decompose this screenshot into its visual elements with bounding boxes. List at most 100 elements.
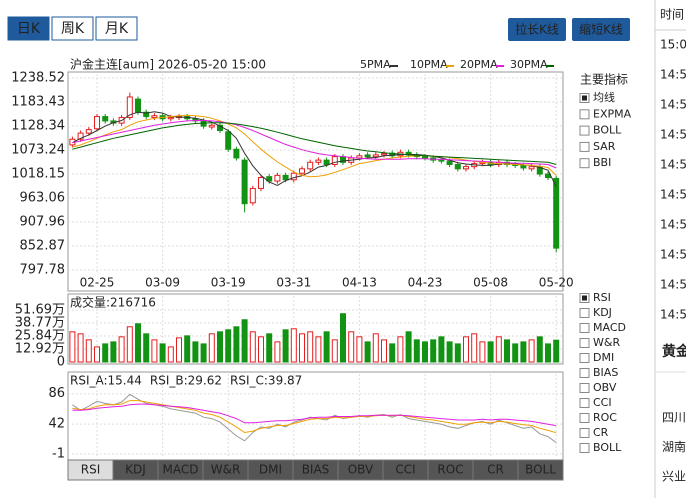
side-time: 14:5 [660,98,686,112]
zoom-button[interactable] [572,18,630,41]
checkbox[interactable] [579,141,590,152]
volume-bar [405,331,412,363]
y-tick-label: 1128.34 [11,118,65,133]
checkbox[interactable] [579,428,590,438]
volume-bar [348,331,355,363]
checkbox[interactable] [579,308,590,318]
candle-body [135,98,141,113]
side-row: 四川 [662,411,686,425]
y-tick-label: 852.87 [20,239,66,254]
volume-bar [249,331,256,363]
volume-bar [225,329,232,363]
x-tick-label: 03-31 [276,276,311,290]
legend-label: 20PMA [460,58,498,71]
side-row: 兴业 [662,470,686,484]
volume-title: 成交量:216716 [70,295,156,310]
volume-bar [504,339,510,363]
y-tick-label: 0 [57,355,65,370]
zoom-button-label: 缩短K线 [579,22,623,37]
volume-bar [110,341,117,363]
legend-label: RSI_A:15.44 [70,374,142,388]
volume-bar [487,341,494,363]
indicator-label: SAR [593,140,616,153]
y-tick-label: 797.78 [20,263,66,278]
indicator-heading: 主要指标 [580,72,628,87]
candle-body [249,187,256,204]
checkbox[interactable] [579,383,590,393]
y-tick-label: 86 [48,386,65,401]
period-tab[interactable] [95,16,138,41]
volume-bar [135,323,141,363]
y-tick-label: 1018.15 [11,167,65,182]
period-tab[interactable] [7,16,50,41]
volume-bar [118,336,125,363]
price-panel [67,71,564,292]
volume-bar [463,336,469,363]
price-title: 沪金主连[aum] 2026-05-20 15:00 [70,57,266,72]
period-tab-label: 周K [61,21,85,37]
checkbox[interactable] [579,125,590,136]
y-tick-label: 12.92万 [15,342,65,357]
candle-body [225,131,232,150]
candle-body [422,156,428,159]
x-tick-label: 04-13 [342,276,377,290]
checkbox[interactable] [579,443,590,453]
checkbox[interactable] [579,109,590,120]
candle-body [102,116,109,122]
checkbox[interactable] [579,323,590,333]
volume-bar [512,343,519,363]
volume-bar [94,346,100,363]
volume-bar [167,346,174,363]
candle-body [143,111,150,118]
volume-bar [290,328,297,363]
y-tick-label: 1073.24 [11,143,65,158]
volume-bar [331,339,338,363]
indicator-tab-label: W&R [211,463,241,477]
side-time: 14:5 [660,128,686,142]
indicator-label: MACD [593,321,626,334]
volume-bar [151,339,158,363]
checkbox[interactable] [579,338,590,348]
legend-label: 30PMA [510,58,548,71]
indicator-label: EXPMA [593,107,632,120]
side-time: 14:5 [660,218,686,232]
checkbox[interactable] [579,398,590,408]
x-tick-label: 05-20 [539,276,574,290]
rsi-panel [67,371,564,461]
volume-bar [307,331,314,363]
checkbox[interactable] [579,413,590,423]
zoom-button[interactable] [508,18,566,41]
volume-bar [69,331,76,363]
volume-bar [520,341,527,363]
y-tick-label: -1 [52,446,65,461]
side-time: 14:5 [660,68,686,82]
legend-label: RSI_B:29.62 [150,374,222,388]
x-tick-label: 03-19 [211,276,246,290]
checkbox[interactable] [579,353,590,363]
volume-bar [77,333,84,363]
volume-bar [479,341,486,363]
candle-body [151,115,158,118]
candle-body [520,164,527,169]
y-tick-label: 42 [48,417,65,432]
indicator-tab[interactable] [517,459,564,481]
volume-bar [340,313,346,363]
candle-body [323,159,330,165]
legend-label: 5PMA [360,58,391,71]
candle-body [315,159,322,163]
candle-body [258,177,264,189]
candle-body [528,166,535,170]
indicator-tab-label: CR [487,463,504,477]
candle-body [94,116,100,130]
volume-bar [200,343,207,363]
period-tab[interactable] [51,16,94,41]
zoom-button-label: 拉长K线 [515,22,559,37]
indicator-tab-label: RSI [81,463,101,477]
checkbox[interactable] [579,158,590,169]
indicator-label: KDJ [593,306,612,319]
indicator-label: BOLL [593,124,622,137]
volume-bar [192,341,199,363]
volume-bar [413,339,420,363]
candle-body [208,124,215,128]
checkbox[interactable] [579,368,590,378]
